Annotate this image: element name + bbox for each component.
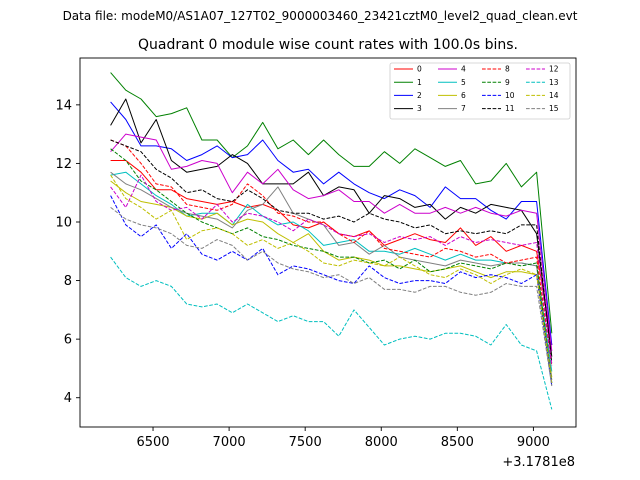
legend-label-14: 14	[549, 91, 559, 100]
y-tick-label: 14	[55, 98, 72, 113]
legend-label-2: 2	[417, 91, 422, 100]
series-line-15	[110, 207, 553, 387]
x-axis: 6500 7000 7500 8000 8500 9000	[136, 427, 550, 450]
chart-suptitle: Data file: modeM0/AS1A07_127T02_90000034…	[63, 9, 578, 23]
legend-label-10: 10	[505, 91, 515, 100]
series-line-2	[110, 101, 553, 346]
legend-label-8: 8	[505, 65, 510, 74]
legend-label-13: 13	[549, 78, 559, 87]
legend-label-4: 4	[461, 65, 466, 74]
legend-box	[389, 62, 571, 120]
y-tick-label: 6	[64, 333, 72, 348]
plot-area	[79, 57, 577, 428]
legend-label-7: 7	[461, 104, 466, 113]
series-line-9	[110, 148, 553, 384]
y-tick-label: 8	[64, 274, 72, 289]
legend-label-11: 11	[505, 104, 515, 113]
y-tick-label: 12	[55, 157, 72, 172]
series-line-7	[110, 171, 553, 381]
legend-label-3: 3	[417, 104, 422, 113]
legend-label-15: 15	[549, 104, 559, 113]
x-tick-label: 8500	[441, 435, 474, 450]
chart-title: Quadrant 0 module wise count rates with …	[138, 37, 518, 53]
x-tick-label: 7500	[289, 435, 322, 450]
x-tick-label: 9000	[517, 435, 550, 450]
series-layer	[110, 72, 553, 410]
legend-label-1: 1	[417, 78, 422, 87]
series-line-10	[110, 195, 553, 387]
series-line-8	[110, 139, 553, 366]
plot-frame	[79, 57, 577, 428]
x-axis-offset-label: +3.1781e8	[502, 455, 575, 470]
series-line-4	[110, 133, 553, 351]
y-tick-label: 4	[64, 391, 72, 406]
plot-background	[80, 58, 576, 427]
series-line-11	[110, 139, 553, 363]
legend-label-0: 0	[417, 65, 422, 74]
series-line-13	[110, 256, 553, 410]
legend-label-6: 6	[461, 91, 466, 100]
legend-label-12: 12	[549, 65, 559, 74]
y-tick-label: 10	[55, 216, 72, 231]
series-line-3	[110, 98, 553, 357]
series-line-12	[110, 174, 553, 366]
series-line-1	[110, 72, 553, 334]
series-line-6	[110, 180, 553, 378]
legend-label-9: 9	[505, 78, 510, 87]
y-axis: 4 6 8 10 12 14	[55, 98, 80, 406]
x-tick-label: 7000	[213, 435, 246, 450]
x-tick-label: 6500	[136, 435, 169, 450]
legend-label-5: 5	[461, 78, 466, 87]
x-tick-label: 8000	[365, 435, 398, 450]
series-line-14	[110, 174, 553, 384]
